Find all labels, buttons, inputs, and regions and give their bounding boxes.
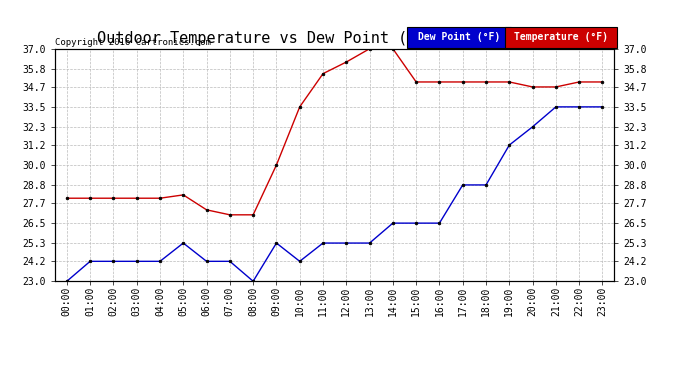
FancyBboxPatch shape [407, 27, 511, 48]
Title: Outdoor Temperature vs Dew Point (24 Hours) 20160125: Outdoor Temperature vs Dew Point (24 Hou… [97, 31, 572, 46]
Text: Dew Point (°F): Dew Point (°F) [418, 32, 500, 42]
Text: Temperature (°F): Temperature (°F) [514, 32, 608, 42]
Text: Copyright 2016 Cartronics.com: Copyright 2016 Cartronics.com [55, 38, 211, 47]
FancyBboxPatch shape [505, 27, 617, 48]
